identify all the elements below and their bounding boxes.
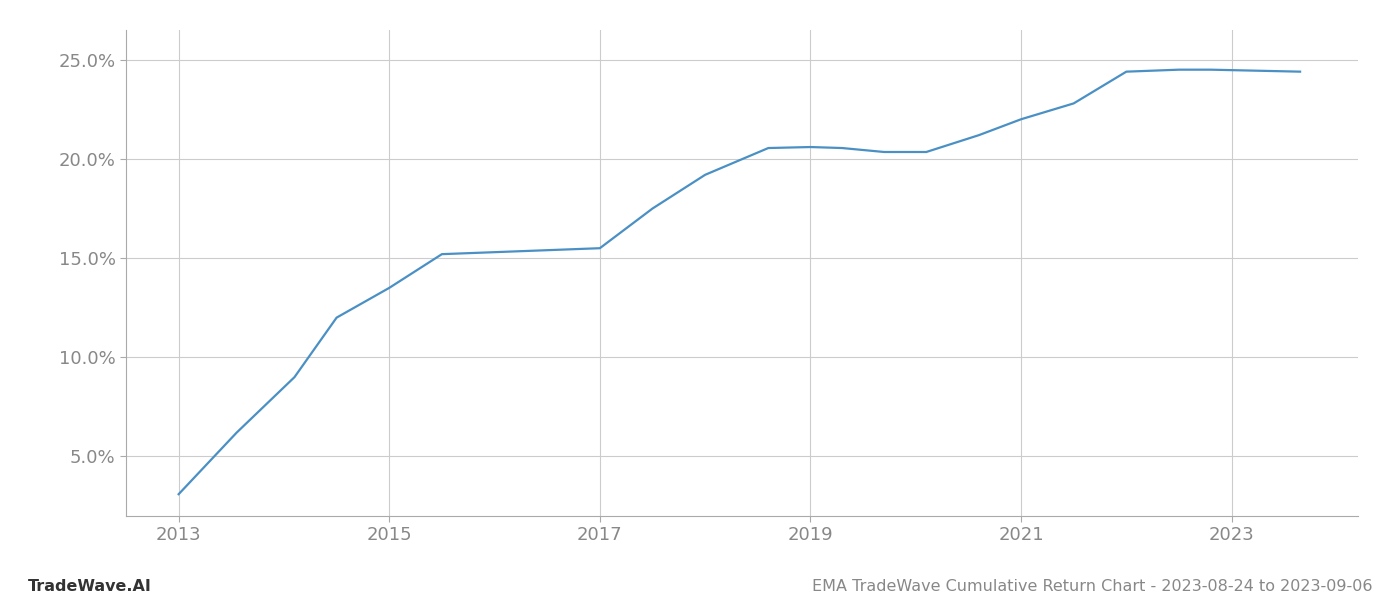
Text: TradeWave.AI: TradeWave.AI <box>28 579 151 594</box>
Text: EMA TradeWave Cumulative Return Chart - 2023-08-24 to 2023-09-06: EMA TradeWave Cumulative Return Chart - … <box>812 579 1372 594</box>
